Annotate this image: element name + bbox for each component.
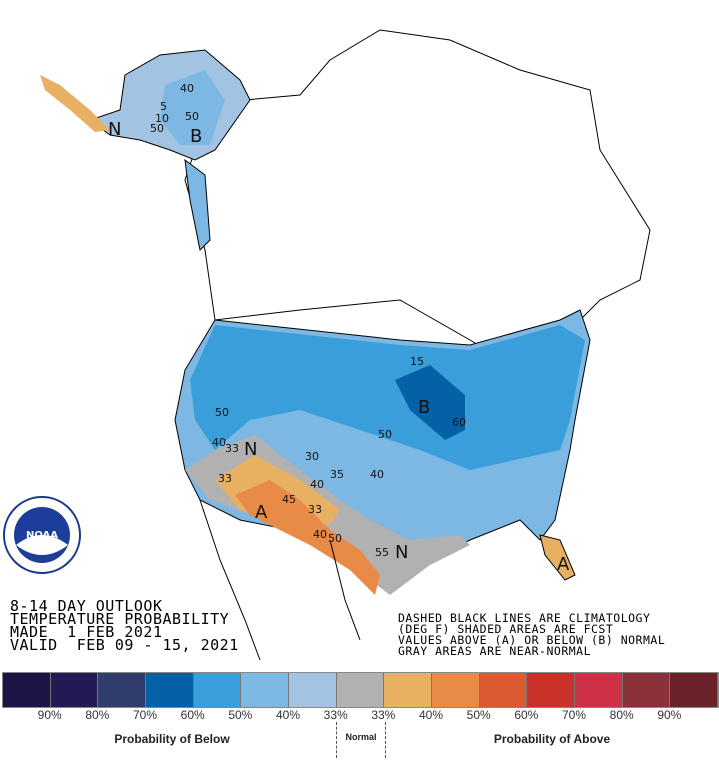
outlook-variable: TEMPERATURE PROBABILITY [10,610,230,628]
contour-label: 55 [375,546,389,559]
contour-label: 33 [308,503,322,516]
legend-swatch [527,673,576,707]
lakes-below-60 [395,365,465,440]
contour-label: 50 [185,110,199,123]
contour-label: 15 [410,355,424,368]
probability-legend [2,672,719,708]
legend-swatch [479,673,528,707]
contour-label: 50 [378,428,392,441]
legend-swatch [50,673,99,707]
above-caption: Probability of Above [493,732,611,746]
legend-swatch [384,673,433,707]
contour-label: 40 [370,468,384,481]
contour-label: 33 [218,472,232,485]
legend-label: 90% [37,708,62,722]
legend-label: 40% [418,708,444,722]
outlook-title-block: 8-14 DAY OUTLOOK TEMPERATURE PROBABILITY M… [10,597,239,654]
contour-labels: 40 50 40 50 33 30 35 40 45 33 33 40 50 5… [150,82,466,559]
legend-label: 60% [180,708,205,722]
pacific-northwest-strip [184,158,211,252]
mexico-land [199,499,361,661]
normal-caption: Normal [345,732,377,742]
legend-swatch [336,673,385,707]
legend-label: 70% [132,708,158,722]
contour-label: 10 [155,112,169,125]
legend-label: 50% [466,708,491,722]
contour-label: 45 [282,493,296,506]
southwest-above-50 [235,480,380,595]
legend-label: 33% [371,708,396,722]
map-notes: DASHED BLACK LINES ARE CLIMATOLOGY (DEG F… [398,611,666,658]
legend-label: 40% [275,708,301,722]
contour-label: 40 [212,436,226,449]
legend-label: 50% [228,708,253,722]
contour-label: 50 [150,122,164,135]
normal-divider [385,722,386,758]
valid-dates: VALID FEB 09 - 15, 2021 [10,636,239,654]
alaska-below-40 [160,70,225,145]
legend-label: 70% [561,708,587,722]
southwest-above-label: A [255,502,268,523]
contour-label: 60 [452,416,466,429]
legend-label: 33% [323,708,348,722]
alaska-below-label: B [190,126,202,147]
note-line: DASHED BLACK LINES ARE CLIMATOLOGY [398,611,651,625]
contour-label: 33 [225,442,239,455]
alaska-normal-label: N [108,119,121,140]
legend-swatch [622,673,671,707]
contour-label: 50 [215,406,229,419]
contour-label: 30 [305,450,319,463]
legend-swatch [193,673,242,707]
legend-label: 80% [85,708,110,722]
legend-swatch [670,673,719,707]
temperature-outlook-map: B N B A A N N 40 50 40 50 33 30 35 40 45… [3,29,651,661]
legend-label: 90% [657,708,682,722]
note-line: GRAY AREAS ARE NEAR-NORMAL [398,644,592,658]
note-line: (DEG F) SHADED AREAS ARE FCST [398,622,614,636]
legend-swatch [98,673,147,707]
normal-divider [336,722,337,758]
outlook-title: 8-14 DAY OUTLOOK [10,597,163,615]
legend-swatch [432,673,480,707]
florida-above [539,534,576,581]
west-normal-label: N [244,439,257,460]
legend-swatch [241,673,290,707]
legend-label: 80% [609,708,634,722]
contour-label: 50 [328,532,342,545]
legend-swatch [289,673,337,707]
legend-label: 60% [514,708,539,722]
canada-land [184,29,651,371]
contour-label: 40 [310,478,324,491]
noaa-logo-text: NOAA [26,530,58,541]
contour-label: 40 [180,82,194,95]
legend-swatch [575,673,623,707]
noaa-logo: NOAA [3,496,81,574]
alaska-above-region [40,75,110,132]
gulf-normal-label: N [395,542,408,563]
lakes-below-label: B [418,397,430,418]
contour-label: 40 [313,528,327,541]
made-date: MADE 1 FEB 2021 [10,623,163,641]
note-line: VALUES ABOVE (A) OR BELOW (B) NORMAL [398,633,666,647]
contour-label: 5 [160,100,167,113]
contour-label: 35 [330,468,344,481]
legend-swatch [146,673,194,707]
conus-below-50 [190,325,585,470]
florida-above-label: A [557,554,570,575]
legend-swatch [3,673,51,707]
below-caption: Probability of Below [114,732,230,746]
